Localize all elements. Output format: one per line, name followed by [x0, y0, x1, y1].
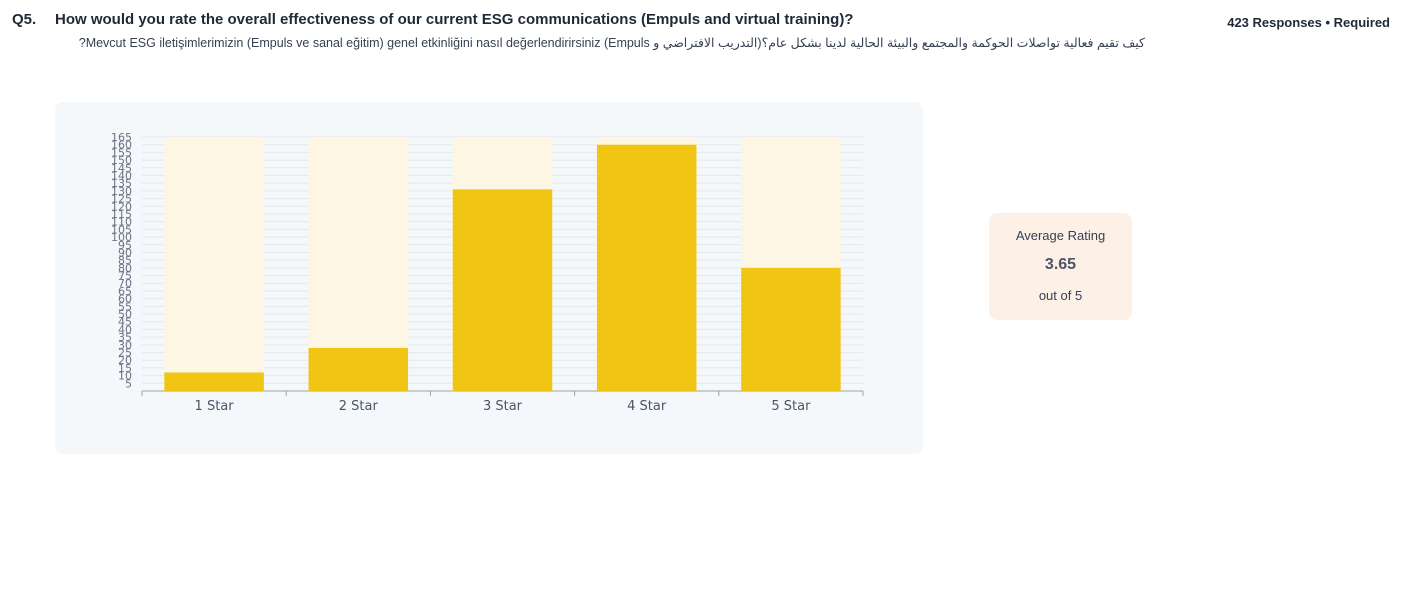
y-tick-label: 5: [125, 377, 132, 390]
y-tick-label: 135: [111, 177, 132, 190]
y-tick-label: 50: [118, 308, 132, 321]
y-tick-label: 130: [111, 185, 132, 198]
x-category-label: 5 Star: [771, 399, 811, 414]
average-rating-card: Average Rating 3.65 out of 5: [989, 213, 1132, 320]
y-tick-label: 70: [118, 277, 132, 290]
y-tick-label: 145: [111, 162, 132, 175]
y-tick-label: 80: [118, 262, 132, 275]
average-rating-value: 3.65: [1044, 256, 1077, 273]
x-category-label: 4 Star: [627, 399, 667, 414]
bar: [308, 347, 409, 391]
y-tick-label: 25: [118, 347, 132, 360]
y-tick-label: 120: [111, 200, 132, 213]
y-tick-label: 140: [111, 169, 132, 182]
y-tick-label: 115: [111, 208, 132, 221]
question-number: Q5.: [12, 11, 37, 28]
bar-chart: 5101520253035404550556065707580859095100…: [111, 131, 864, 414]
y-tick-label: 95: [118, 239, 132, 252]
y-tick-label: 15: [118, 362, 132, 375]
y-tick-label: 165: [111, 131, 132, 144]
x-category-label: 1 Star: [195, 399, 235, 414]
y-tick-label: 55: [118, 300, 132, 313]
chart-card: 5 10 15 20 25 30 35 40 45 50 55 60 65 70 75 80 85 90 95 100…: [55, 102, 923, 454]
bar-track: [164, 137, 264, 391]
y-tick-label: 65: [118, 285, 132, 298]
bar: [452, 189, 553, 391]
y-tick-label: 10: [118, 370, 132, 383]
y-tick-label: 75: [118, 270, 132, 283]
x-category-label: 3 Star: [483, 399, 523, 414]
y-tick-label: 125: [111, 193, 132, 206]
y-tick-label: 85: [118, 254, 132, 267]
y-tick-label: 110: [111, 216, 132, 229]
question-subtitle: كيف تقيم فعالية تواصلات الحوكمة والمجتمع…: [78, 36, 1145, 50]
y-tick-label: 105: [111, 223, 132, 236]
y-tick-label: 35: [118, 331, 132, 344]
question-title: How would you rate the overall effective…: [55, 11, 854, 28]
y-tick-label: 45: [118, 316, 132, 329]
average-rating-label: Average Rating: [1015, 228, 1106, 243]
y-tick-label: 30: [118, 339, 132, 352]
y-tick-label: 20: [118, 354, 132, 367]
y-tick-label: 155: [111, 146, 132, 159]
y-tick-label: 60: [118, 293, 132, 306]
bar: [164, 372, 264, 391]
bar: [741, 267, 841, 391]
y-tick-label: 100: [111, 231, 132, 244]
y-tick-label: 90: [118, 246, 132, 259]
y-tick-label: 160: [111, 139, 132, 152]
response-meta: 423 Responses • Required: [1227, 15, 1390, 30]
y-tick-label: 150: [111, 154, 132, 167]
average-rating-scale: out of 5: [1038, 288, 1083, 303]
x-category-label: 2 Star: [339, 399, 379, 414]
bar: [596, 144, 697, 391]
y-tick-label: 40: [118, 323, 132, 336]
